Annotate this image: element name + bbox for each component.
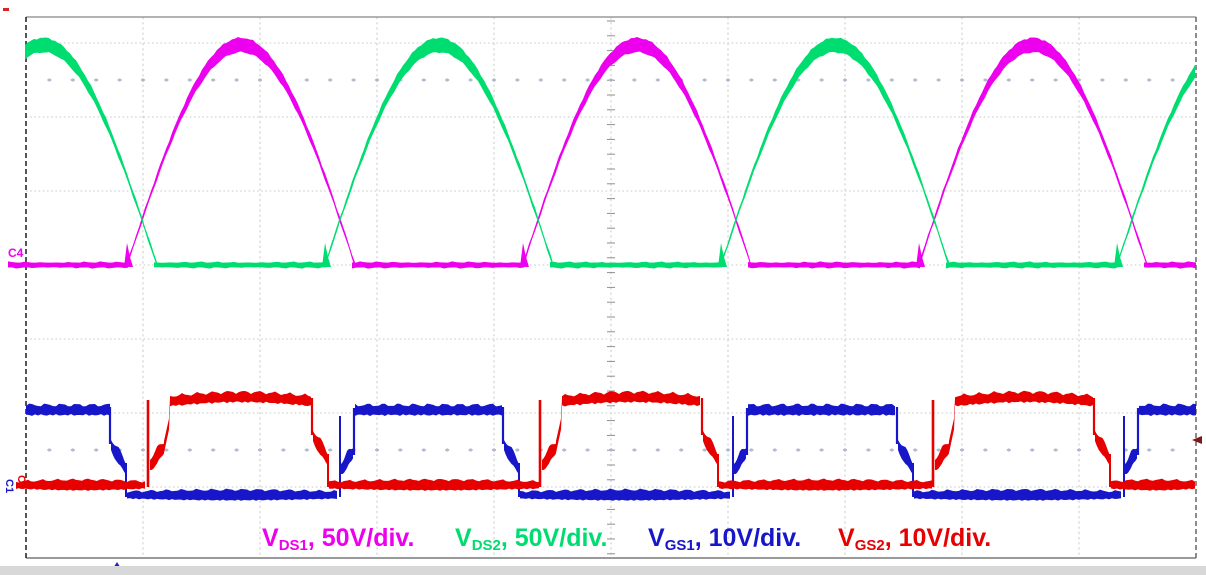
bottom-strip <box>0 566 1206 575</box>
traces <box>8 36 1196 501</box>
trigger-level-marker-icon <box>1192 436 1202 444</box>
trace-vgs1 <box>26 403 1196 501</box>
graticule <box>25 16 1197 559</box>
corner-mark <box>3 8 9 11</box>
trace-vgs2 <box>16 390 1195 491</box>
trace-vds2 <box>25 37 1195 269</box>
trace-vds1 <box>8 36 1196 269</box>
